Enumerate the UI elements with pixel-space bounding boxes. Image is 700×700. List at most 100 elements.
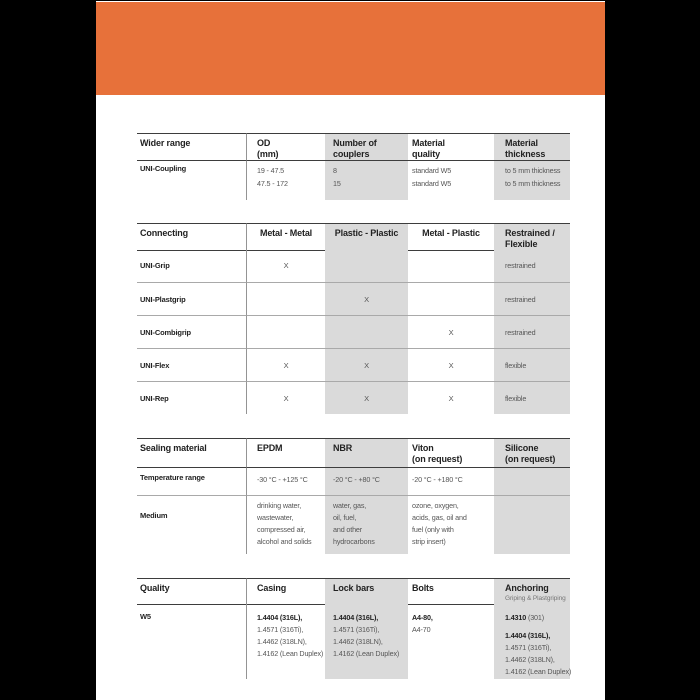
header-label: Number of [333, 138, 377, 148]
cell-value: standard W5 [412, 166, 452, 175]
row-label: UNI-Plastgrip [137, 282, 247, 315]
table-cell [247, 315, 325, 348]
row-label: Temperature range [137, 468, 247, 495]
table-cell: 1.4310 (301) 1.4404 (316L), 1.4571 (316T… [494, 604, 571, 679]
header-label: Material [505, 138, 538, 148]
cell-value: fuel (only with [412, 525, 454, 534]
row-label: UNI-Rep [137, 381, 247, 414]
header-label: Casing [257, 583, 287, 593]
header-label: (on request) [412, 454, 463, 464]
x-mark: X [283, 261, 289, 270]
cell-value: 1.4310 (301) [505, 612, 570, 624]
table-row: UNI-Flex X X X flexible [137, 348, 570, 381]
cell-value: flexible [505, 360, 527, 370]
table-cell: X [408, 315, 494, 348]
table-row: Medium drinking water, wastewater, compr… [137, 495, 570, 554]
cell-value: and other [333, 525, 363, 534]
orange-banner [96, 2, 605, 95]
table-cell: -20 °C - +180 °C [408, 468, 494, 495]
x-mark: X [448, 393, 454, 403]
header-cell: Viton (on request) [408, 438, 494, 468]
cell-value: flexible [505, 393, 527, 403]
table-row: UNI-Combigrip X restrained [137, 315, 570, 348]
header-label: Flexible [505, 239, 538, 249]
header-label: Plastic - Plastic [334, 228, 399, 238]
cell-value: ozone, oxygen, [412, 501, 459, 510]
cell-value: (301) [527, 613, 544, 622]
cell-value: 1.4571 (316Ti), [333, 625, 380, 634]
header-label: Viton [412, 443, 434, 453]
cell-value: -30 °C - +125 °C [257, 475, 308, 484]
table-connecting: Connecting Metal - Metal Plastic - Plast… [137, 223, 570, 414]
header-cell: Bolts [408, 578, 494, 605]
header-cell: Metal - Plastic [408, 223, 494, 251]
cell-value: oil, fuel, [333, 513, 357, 522]
table-cell: ozone, oxygen, acids, gas, oil and fuel … [408, 495, 494, 554]
table-cell: X [247, 249, 325, 282]
header-label: Restrained / [505, 228, 555, 238]
cell-value-bold: A4-80, [412, 613, 433, 622]
cell-value: compressed air, [257, 525, 306, 534]
table-cell: X [325, 282, 408, 315]
header-cell: Connecting [137, 223, 247, 251]
cell-value: restrained [505, 261, 536, 270]
header-cell: Anchoring Griping & Plastgriping [494, 578, 570, 605]
table-cell: -20 °C - +80 °C [325, 468, 408, 495]
table-cell [325, 249, 408, 282]
header-label: (mm) [257, 149, 279, 159]
cell-value: restrained [505, 294, 536, 304]
table-cell: 8 15 [325, 161, 408, 200]
header-label: NBR [333, 443, 353, 453]
header-label: quality [412, 149, 440, 159]
cell-value: restrained [505, 327, 536, 337]
header-subtitle: Griping & Plastgriping [505, 595, 566, 602]
cell-value: 1.4462 (318LN), [257, 637, 307, 646]
cell-value: A4-70 [412, 625, 431, 634]
cell-value-bold: 1.4404 (316L), [505, 631, 551, 640]
header-label: thickness [505, 149, 546, 159]
table-cell: 19 - 47.5 47.5 - 172 [247, 161, 325, 200]
table-row: W5 1.4404 (316L), 1.4571 (316Ti), 1.4462… [137, 604, 571, 679]
header-label: Sealing material [140, 443, 207, 453]
row-label: W5 [137, 604, 247, 679]
cell-value: 19 - 47.5 [257, 166, 285, 175]
header-label: (on request) [505, 454, 556, 464]
table-cell: standard W5 standard W5 [408, 161, 494, 200]
cell-value: water, gas, [333, 501, 367, 510]
header-cell: Number of couplers [325, 133, 408, 161]
table-cell [247, 282, 325, 315]
header-cell: Casing [247, 578, 325, 605]
header-cell: NBR [325, 438, 408, 468]
header-cell: Material quality [408, 133, 494, 161]
header-label: Lock bars [333, 583, 375, 593]
header-cell: Lock bars [325, 578, 408, 605]
header-cell: Material thickness [494, 133, 570, 161]
header-cell: Quality [137, 578, 247, 605]
table-header-row: Connecting Metal - Metal Plastic - Plast… [137, 223, 570, 251]
header-label: EPDM [257, 443, 283, 453]
cell-value: 8 [333, 166, 337, 175]
table-row: UNI-Grip X restrained [137, 249, 570, 282]
table-cell [408, 249, 494, 282]
table-row: UNI-Rep X X X flexible [137, 381, 570, 414]
cell-value: strip insert) [412, 537, 446, 546]
table-cell: X [408, 348, 494, 381]
table-cell: -30 °C - +125 °C [247, 468, 325, 495]
header-cell: Plastic - Plastic [325, 223, 408, 251]
cell-value: -20 °C - +180 °C [412, 475, 463, 484]
header-cell: Wider range [137, 133, 247, 161]
cell-value: 1.4162 (Lean Duplex) [333, 649, 400, 658]
cell-value: 1.4462 (318LN), [333, 637, 383, 646]
table-header-row: Quality Casing Lock bars Bolts Anchoring… [137, 578, 570, 605]
table-cell: X [408, 381, 494, 414]
x-mark: X [364, 294, 369, 304]
header-label: Silicone [505, 443, 539, 453]
table-cell: 1.4404 (316L), 1.4571 (316Ti), 1.4462 (3… [247, 604, 325, 679]
cell-value: wastewater, [257, 513, 294, 522]
cell-value: -20 °C - +80 °C [333, 475, 380, 484]
table-header-row: Sealing material EPDM NBR Viton (on requ… [137, 438, 570, 468]
row-label: UNI-Combigrip [137, 315, 247, 348]
cell-value: 1.4162 (Lean Duplex) [257, 649, 324, 658]
header-label: Wider range [140, 138, 191, 148]
table-quality: Quality Casing Lock bars Bolts Anchoring… [137, 578, 571, 679]
